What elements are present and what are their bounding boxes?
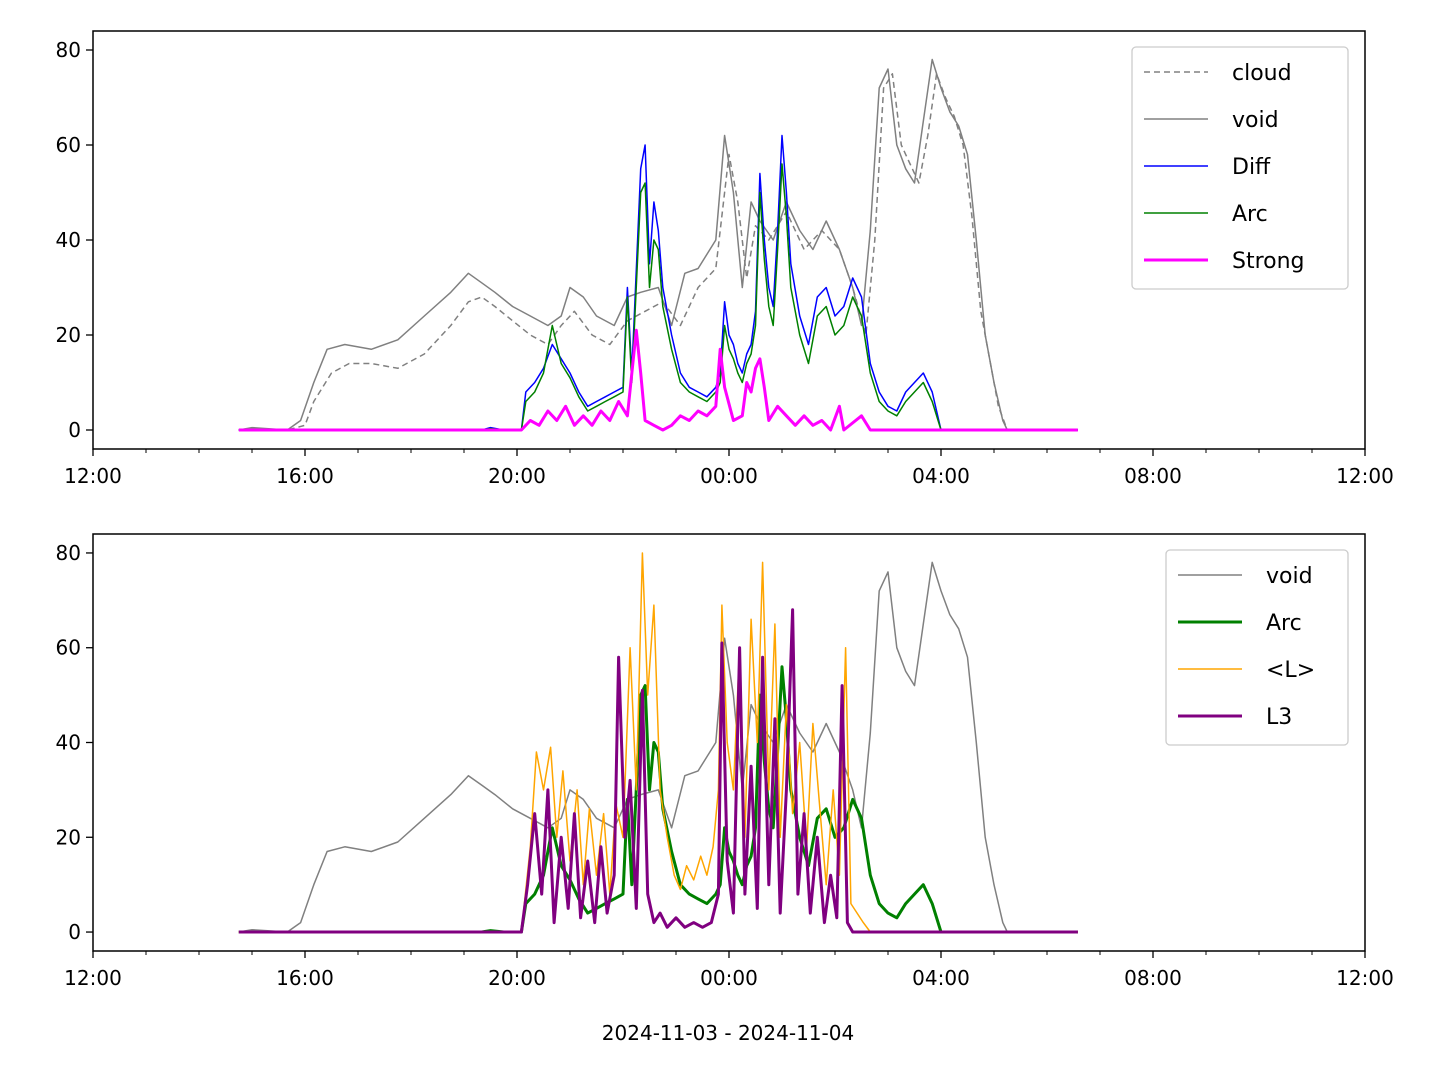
x-tick-label: 00:00: [700, 966, 758, 990]
x-tick-label: 04:00: [912, 966, 970, 990]
y-tick-label: 60: [56, 133, 81, 157]
series-group: [238, 58, 1078, 432]
y-tick-label: 80: [56, 38, 81, 62]
x-tick-label: 12:00: [1336, 966, 1394, 990]
x-tick-label: 00:00: [700, 464, 758, 488]
x-axis-label: 2024-11-03 - 2024-11-04: [602, 1021, 854, 1045]
legend-box: [1131, 46, 1349, 290]
series-line-l3: [238, 608, 1078, 934]
legend-label: <L>: [1266, 658, 1315, 683]
series-line-l: [238, 552, 1078, 933]
legend-label: void: [1232, 108, 1279, 133]
x-tick-label: 12:00: [1336, 464, 1394, 488]
x-tick-label: 16:00: [276, 966, 334, 990]
x-tick-label: 12:00: [64, 464, 122, 488]
y-tick-label: 0: [68, 418, 81, 442]
y-tick-label: 40: [56, 731, 81, 755]
y-tick-label: 20: [56, 825, 81, 849]
series-line-strong: [238, 328, 1078, 432]
legend-label: Arc: [1266, 611, 1302, 636]
x-tick-label: 12:00: [64, 966, 122, 990]
legend: void Arc <L> L3: [1165, 549, 1349, 746]
legend-label: cloud: [1232, 61, 1292, 86]
y-tick-label: 80: [56, 541, 81, 565]
legend: cloud void Diff Arc Strong: [1131, 46, 1349, 290]
y-tick-label: 40: [56, 228, 81, 252]
legend-box: [1165, 549, 1349, 746]
x-tick-label: 04:00: [912, 464, 970, 488]
series-line-arc: [238, 665, 1078, 934]
x-tick-label: 08:00: [1124, 966, 1182, 990]
y-tick-label: 20: [56, 323, 81, 347]
y-tick-label: 0: [68, 920, 81, 944]
bottom-subplot: 0 20 40 60 80 12:00 16:00 20:00 00:00 04:00 08:00 1…: [56, 533, 1394, 990]
legend-label: Strong: [1232, 249, 1305, 274]
series-line-void: [238, 58, 1078, 431]
x-tick-label: 20:00: [488, 464, 546, 488]
x-tick-label: 08:00: [1124, 464, 1182, 488]
series-group: [238, 552, 1078, 934]
y-tick-label: 60: [56, 636, 81, 660]
series-line-diff: [238, 134, 1078, 431]
legend-label: L3: [1266, 705, 1292, 730]
top-subplot: 0 20 40 60 80 12:00 16:00 20:00 00:00 04:00 08:00 1…: [56, 30, 1394, 488]
x-tick-label: 16:00: [276, 464, 334, 488]
legend-label: Diff: [1232, 155, 1271, 180]
series-line-arc: [238, 163, 1078, 431]
series-line-void: [238, 561, 1078, 933]
legend-label: void: [1266, 564, 1313, 589]
x-tick-label: 20:00: [488, 966, 546, 990]
legend-label: Arc: [1232, 202, 1268, 227]
